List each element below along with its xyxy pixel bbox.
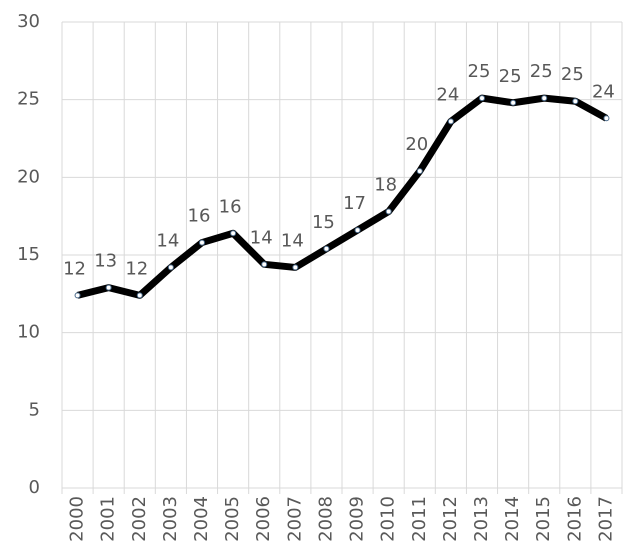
point-marker: [323, 245, 330, 252]
x-tick-label: 2016: [564, 496, 585, 542]
point-marker: [261, 261, 268, 268]
data-label: 25: [530, 61, 553, 82]
series-line: [76, 94, 609, 299]
x-tick-label: 2006: [253, 496, 274, 542]
point-marker: [105, 284, 112, 291]
point-marker: [292, 264, 299, 271]
y-tick-label: 30: [17, 11, 40, 32]
x-tick-label: 2011: [409, 496, 430, 542]
data-label: 25: [468, 61, 491, 82]
data-label: 13: [94, 251, 117, 272]
point-marker: [199, 239, 205, 246]
point-marker: [354, 227, 361, 234]
point-marker: [572, 98, 579, 105]
data-label: 16: [188, 206, 211, 227]
x-tick-label: 2014: [502, 496, 523, 542]
y-tick-label: 25: [17, 89, 40, 110]
data-label: 25: [561, 64, 584, 85]
x-tick-label: 2017: [595, 496, 616, 542]
point-marker: [230, 230, 237, 237]
data-label: 12: [125, 258, 148, 279]
point-marker: [541, 95, 548, 102]
point-marker: [603, 115, 610, 122]
y-tick-label: 10: [17, 322, 40, 343]
data-label: 16: [219, 196, 242, 217]
y-tick-label: 20: [17, 166, 40, 187]
x-tick-label: 2001: [98, 496, 119, 542]
x-tick-label: 2015: [533, 496, 554, 542]
x-tick-label: 2013: [471, 496, 492, 542]
x-tick-label: 2007: [284, 496, 305, 542]
data-label: 14: [250, 227, 273, 248]
data-label: 24: [592, 81, 615, 102]
data-label: 18: [374, 175, 397, 196]
point-marker: [416, 168, 423, 175]
point-marker: [385, 208, 392, 215]
point-marker: [74, 292, 81, 299]
x-tick-label: 2000: [67, 496, 88, 542]
point-marker: [447, 118, 454, 125]
data-label: 25: [499, 66, 522, 87]
x-tick-label: 2002: [129, 496, 150, 542]
data-label: 17: [343, 193, 366, 214]
data-label: 14: [281, 230, 304, 251]
y-tick-label: 0: [29, 477, 40, 498]
y-tick-label: 5: [29, 399, 40, 420]
data-label: 15: [312, 212, 335, 233]
x-tick-label: 2005: [222, 496, 243, 542]
x-tick-label: 2010: [378, 496, 399, 542]
point-marker: [479, 95, 485, 102]
data-label: 24: [436, 84, 459, 105]
y-tick-label: 15: [17, 244, 40, 265]
point-marker: [510, 99, 517, 106]
data-label: 12: [63, 258, 86, 279]
x-tick-label: 2012: [440, 496, 461, 542]
data-label: 14: [156, 230, 179, 251]
data-label: 20: [405, 134, 428, 155]
x-tick-label: 2009: [347, 496, 368, 542]
x-tick-label: 2004: [191, 496, 212, 542]
point-marker: [167, 264, 174, 271]
x-tick-label: 2003: [160, 496, 181, 542]
x-tick-label: 2008: [315, 496, 336, 542]
point-marker: [136, 292, 143, 299]
